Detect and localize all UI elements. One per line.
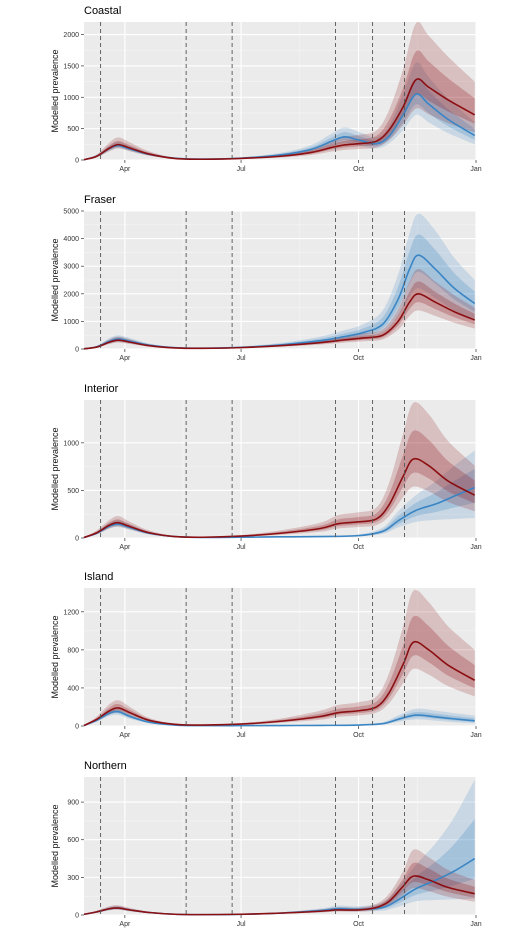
x-tick-label: Jul xyxy=(237,921,246,928)
y-axis-label: Modelled prevalence xyxy=(50,427,60,510)
y-tick-label: 1200 xyxy=(63,609,79,616)
x-tick-label: Oct xyxy=(353,355,364,362)
chart-panel: Interior 0 500 1000 Apr Jul Oct Jan Modelled pre… xyxy=(50,383,482,551)
y-tick-label: 2000 xyxy=(63,32,79,39)
chart-panel: Northern 0 300 600 900 Apr Jul Oct Jan Modelled p… xyxy=(50,760,482,928)
y-tick-label: 500 xyxy=(67,126,79,133)
x-tick-label: Apr xyxy=(119,921,131,928)
series-line xyxy=(83,78,476,161)
y-axis-label: Modelled prevalence xyxy=(50,804,60,887)
x-tick-label: Jan xyxy=(470,544,481,551)
series-line xyxy=(83,875,475,916)
x-tick-label: Apr xyxy=(119,732,131,739)
chart-title: Interior xyxy=(84,383,119,395)
y-tick-label: 1500 xyxy=(63,63,79,70)
series-inner-band xyxy=(84,234,475,349)
x-tick-label: Jan xyxy=(470,355,481,362)
chart-title: Island xyxy=(84,571,113,583)
series-interval-band xyxy=(84,589,475,726)
y-tick-label: 500 xyxy=(67,488,79,495)
y-tick-label: 0 xyxy=(75,347,79,354)
y-tick-label: 600 xyxy=(67,837,79,844)
series-inner-band xyxy=(84,430,475,538)
y-tick-label: 1000 xyxy=(63,319,79,326)
y-tick-label: 400 xyxy=(67,685,79,692)
chart-title: Fraser xyxy=(84,194,116,206)
plot-background xyxy=(84,400,476,538)
chart-title: Northern xyxy=(84,760,127,772)
x-tick-label: Jan xyxy=(470,732,481,739)
y-axis-label: Modelled prevalence xyxy=(50,615,60,698)
series-inner-band xyxy=(84,615,475,726)
chart-panel: Fraser 0 1000 2000 3000 4000 5000 Apr Jul Oct Jan M… xyxy=(50,194,482,362)
x-tick-label: Oct xyxy=(353,921,364,928)
y-axis-label: Modelled prevalence xyxy=(50,49,60,132)
plot-background xyxy=(84,588,476,726)
x-tick-label: Jan xyxy=(470,166,481,173)
series-line xyxy=(83,640,476,727)
series-line xyxy=(83,710,475,727)
y-tick-label: 4000 xyxy=(63,236,79,243)
y-tick-label: 0 xyxy=(75,536,79,543)
y-tick-label: 1000 xyxy=(63,95,79,102)
chart-panel: Island 0 400 800 1200 Apr Jul Oct Jan Modelled pr… xyxy=(50,571,482,739)
y-tick-label: 2000 xyxy=(63,291,79,298)
y-axis-label: Modelled prevalence xyxy=(50,238,60,321)
series-line xyxy=(83,293,476,350)
chart-panel: Coastal 0 500 1000 1500 2000 Apr Jul Oct Jan Model… xyxy=(50,5,482,173)
y-tick-label: 0 xyxy=(75,724,79,731)
y-tick-label: 3000 xyxy=(63,264,79,271)
x-tick-label: Jul xyxy=(237,355,246,362)
x-tick-label: Jan xyxy=(470,921,481,928)
series-line xyxy=(83,486,476,539)
x-tick-label: Oct xyxy=(353,544,364,551)
x-tick-label: Apr xyxy=(119,166,131,173)
series-interval-band xyxy=(84,62,475,160)
y-tick-label: 0 xyxy=(75,158,79,165)
x-tick-label: Jul xyxy=(237,544,246,551)
x-tick-label: Apr xyxy=(119,544,131,551)
y-tick-label: 1000 xyxy=(63,440,79,447)
x-tick-label: Oct xyxy=(353,166,364,173)
y-tick-label: 800 xyxy=(67,647,79,654)
y-tick-label: 900 xyxy=(67,800,79,807)
series-interval-band xyxy=(84,213,475,349)
series-line xyxy=(83,254,476,350)
chart-title: Coastal xyxy=(84,5,121,17)
series-inner-band xyxy=(84,50,475,160)
series-line xyxy=(83,457,476,539)
y-tick-label: 300 xyxy=(67,875,79,882)
y-tick-label: 0 xyxy=(75,913,79,920)
x-tick-label: Apr xyxy=(119,355,131,362)
series-interval-band xyxy=(84,707,475,726)
x-tick-label: Oct xyxy=(353,732,364,739)
x-tick-label: Jul xyxy=(237,166,246,173)
y-tick-label: 5000 xyxy=(63,209,79,216)
x-tick-label: Jul xyxy=(237,732,246,739)
series-line xyxy=(83,93,476,161)
